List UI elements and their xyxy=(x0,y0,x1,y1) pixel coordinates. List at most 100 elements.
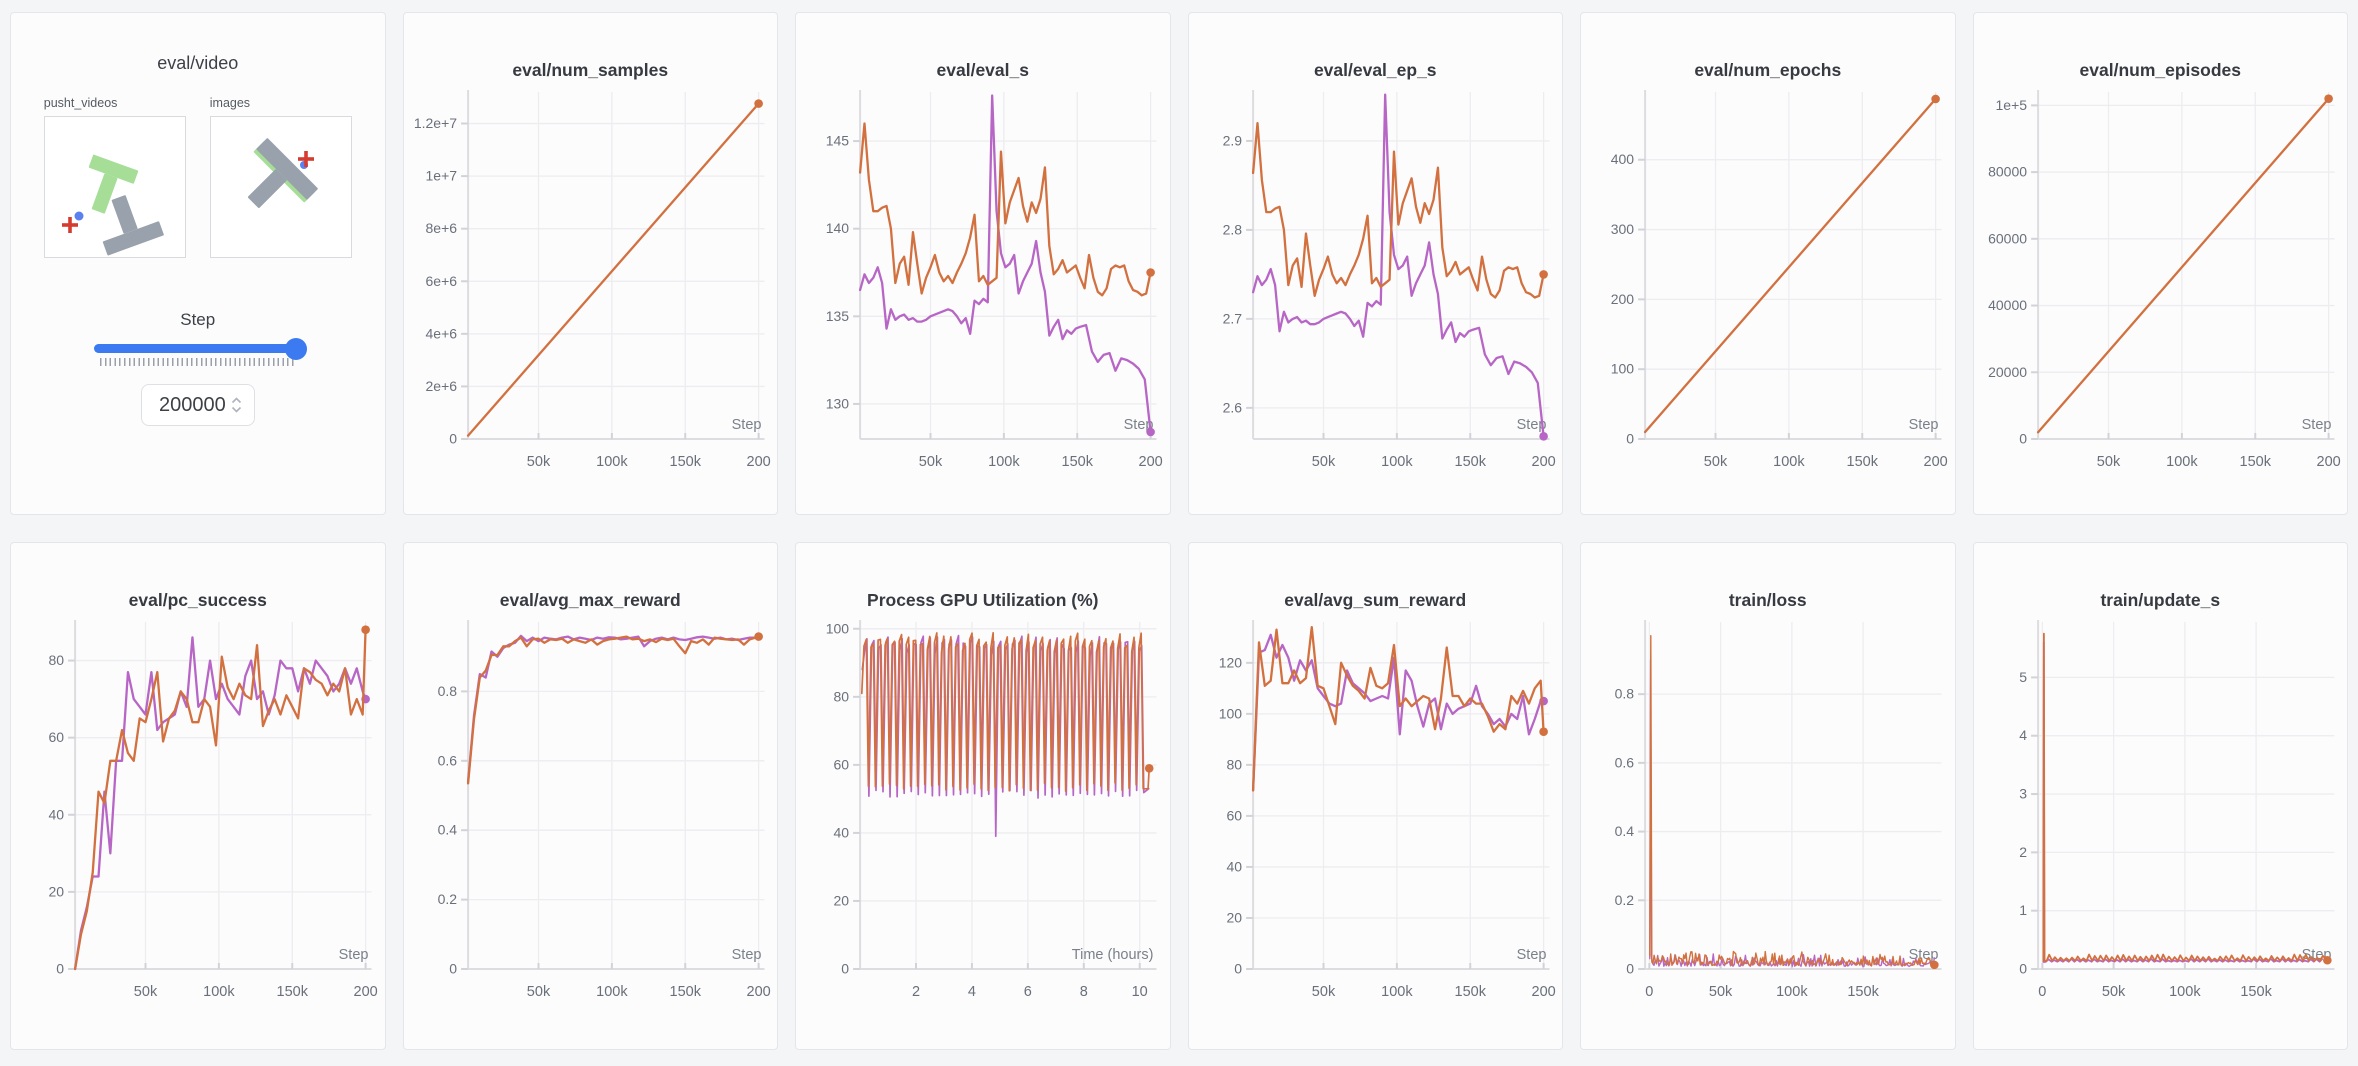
svg-text:50k: 50k xyxy=(526,984,550,1000)
chart-title: eval/num_samples xyxy=(512,60,669,80)
svg-text:145: 145 xyxy=(826,133,850,149)
media-label: pusht_videos xyxy=(43,96,118,110)
svg-text:40000: 40000 xyxy=(1988,297,2027,313)
chart-title: eval/eval_ep_s xyxy=(1313,60,1437,80)
svg-text:0.8: 0.8 xyxy=(1615,686,1635,702)
svg-text:50k: 50k xyxy=(1311,454,1335,470)
svg-text:0: 0 xyxy=(2019,961,2027,977)
svg-text:6: 6 xyxy=(1024,984,1032,1000)
pusht-scene-image xyxy=(61,154,164,256)
svg-text:40: 40 xyxy=(833,824,849,840)
svg-text:200: 200 xyxy=(746,984,770,1000)
svg-text:100: 100 xyxy=(826,620,850,636)
panel-gpu-utilization: Process GPU Utilization (%) 2 4 6 8 10 0 20 40 6… xyxy=(795,542,1171,1050)
chart-title: train/update_s xyxy=(2100,590,2221,610)
svg-text:40: 40 xyxy=(48,806,64,822)
chevron-up-icon[interactable] xyxy=(231,397,242,404)
svg-text:0.2: 0.2 xyxy=(437,891,457,907)
svg-text:1.2e+7: 1.2e+7 xyxy=(413,115,456,131)
svg-text:8: 8 xyxy=(1080,984,1088,1000)
svg-text:140: 140 xyxy=(826,220,850,236)
svg-text:0: 0 xyxy=(1234,961,1242,977)
panel-eval-eval-s: eval/eval_s 50k 100k 150k 200 130 135 140 145 St… xyxy=(795,12,1171,515)
stepper-buttons[interactable] xyxy=(231,397,242,413)
svg-text:1: 1 xyxy=(2019,902,2027,918)
slider-handle[interactable] xyxy=(284,337,307,360)
images-thumbnail[interactable] xyxy=(209,116,352,258)
svg-text:Step: Step xyxy=(1516,947,1546,963)
svg-text:50k: 50k xyxy=(1311,984,1335,1000)
chart-title: eval/num_epochs xyxy=(1694,60,1842,80)
svg-text:300: 300 xyxy=(1611,221,1635,237)
media-row: pusht_videos xyxy=(11,96,385,258)
step-value-field[interactable] xyxy=(153,393,226,417)
svg-text:Step: Step xyxy=(2301,417,2331,433)
chart-title: eval/avg_max_reward xyxy=(499,590,681,610)
svg-text:0.2: 0.2 xyxy=(1615,892,1635,908)
svg-text:100: 100 xyxy=(1218,705,1242,721)
svg-text:400: 400 xyxy=(1611,151,1635,167)
chart-canvas-eval-num-epochs[interactable]: 50k 100k 150k 200 0 100 200 300 400 Step xyxy=(1581,84,1955,499)
panel-eval-num-samples: eval/num_samples 50k 100k 150k 200 0 2e+6 4e+6… xyxy=(402,12,778,515)
svg-text:0.6: 0.6 xyxy=(1615,754,1635,770)
svg-text:200: 200 xyxy=(1531,454,1555,470)
svg-text:150k: 150k xyxy=(669,454,701,470)
svg-text:0: 0 xyxy=(449,961,457,977)
step-slider-label: Step xyxy=(180,310,216,329)
svg-text:150k: 150k xyxy=(1454,454,1486,470)
svg-text:50k: 50k xyxy=(526,454,550,470)
svg-text:2.7: 2.7 xyxy=(1222,310,1242,326)
chart-canvas-eval-num-episodes[interactable]: 50k 100k 150k 200 0 20000 40000 60000 80000 1e+5 S… xyxy=(1974,84,2348,499)
svg-text:50k: 50k xyxy=(1709,984,1733,1000)
slider-track[interactable] xyxy=(93,337,307,360)
chart-canvas-eval-pc-success[interactable]: 50k 100k 150k 200 0 20 40 60 80 Step xyxy=(11,614,385,1029)
svg-text:150k: 150k xyxy=(1847,984,1879,1000)
svg-text:200: 200 xyxy=(1139,454,1163,470)
svg-text:100k: 100k xyxy=(1773,454,1805,470)
svg-text:100k: 100k xyxy=(1776,984,1808,1000)
images-scene-image xyxy=(247,138,318,209)
chart-canvas-eval-eval-s[interactable]: 50k 100k 150k 200 130 135 140 145 Step xyxy=(796,84,1170,499)
svg-text:0.4: 0.4 xyxy=(1615,823,1635,839)
svg-text:60000: 60000 xyxy=(1988,230,2027,246)
chart-canvas-eval-eval-ep-s[interactable]: 50k 100k 150k 200 2.6 2.7 2.8 2.9 Step xyxy=(1189,84,1563,499)
svg-text:20: 20 xyxy=(833,892,849,908)
chevron-down-icon[interactable] xyxy=(231,406,242,413)
svg-text:200: 200 xyxy=(2316,454,2340,470)
svg-text:135: 135 xyxy=(826,308,850,324)
step-input[interactable] xyxy=(140,384,255,426)
svg-text:Step: Step xyxy=(1909,417,1939,433)
svg-text:50k: 50k xyxy=(919,454,943,470)
panel-eval-pc-success: eval/pc_success 50k 100k 150k 200 0 20 40 60 80 S… xyxy=(10,542,386,1050)
svg-text:Step: Step xyxy=(731,947,761,963)
svg-text:50k: 50k xyxy=(134,984,158,1000)
svg-text:20000: 20000 xyxy=(1988,364,2027,380)
pusht-video-thumbnail[interactable] xyxy=(43,116,186,258)
svg-text:80: 80 xyxy=(833,688,849,704)
step-slider[interactable] xyxy=(93,337,307,366)
chart-title: eval/eval_s xyxy=(936,60,1029,80)
chart-canvas-eval-avg-sum-reward[interactable]: 50k 100k 150k 200 0 20 40 60 80 100 120 Step xyxy=(1189,614,1563,1029)
svg-text:100k: 100k xyxy=(988,454,1020,470)
svg-text:2.8: 2.8 xyxy=(1222,221,1242,237)
svg-text:200: 200 xyxy=(1611,291,1635,307)
svg-text:120: 120 xyxy=(1218,654,1242,670)
svg-text:2e+6: 2e+6 xyxy=(425,378,457,394)
svg-text:Time (hours): Time (hours) xyxy=(1072,947,1154,963)
svg-text:100k: 100k xyxy=(1381,984,1413,1000)
svg-text:130: 130 xyxy=(826,395,850,411)
svg-text:150k: 150k xyxy=(1454,984,1486,1000)
chart-canvas-eval-avg-max-reward[interactable]: 50k 100k 150k 200 0 0.2 0.4 0.6 0.8 Step xyxy=(404,614,778,1029)
svg-text:0.6: 0.6 xyxy=(437,752,457,768)
svg-text:8e+6: 8e+6 xyxy=(425,220,457,236)
svg-text:0: 0 xyxy=(1626,961,1634,977)
slider-tick-ruler xyxy=(99,358,296,366)
svg-text:150k: 150k xyxy=(1062,454,1094,470)
svg-text:20: 20 xyxy=(48,883,64,899)
svg-text:6e+6: 6e+6 xyxy=(425,273,457,289)
chart-canvas-eval-num-samples[interactable]: 50k 100k 150k 200 0 2e+6 4e+6 6e+6 8e+6 1e+7 1.2e+… xyxy=(404,84,778,499)
svg-text:200: 200 xyxy=(1531,984,1555,1000)
